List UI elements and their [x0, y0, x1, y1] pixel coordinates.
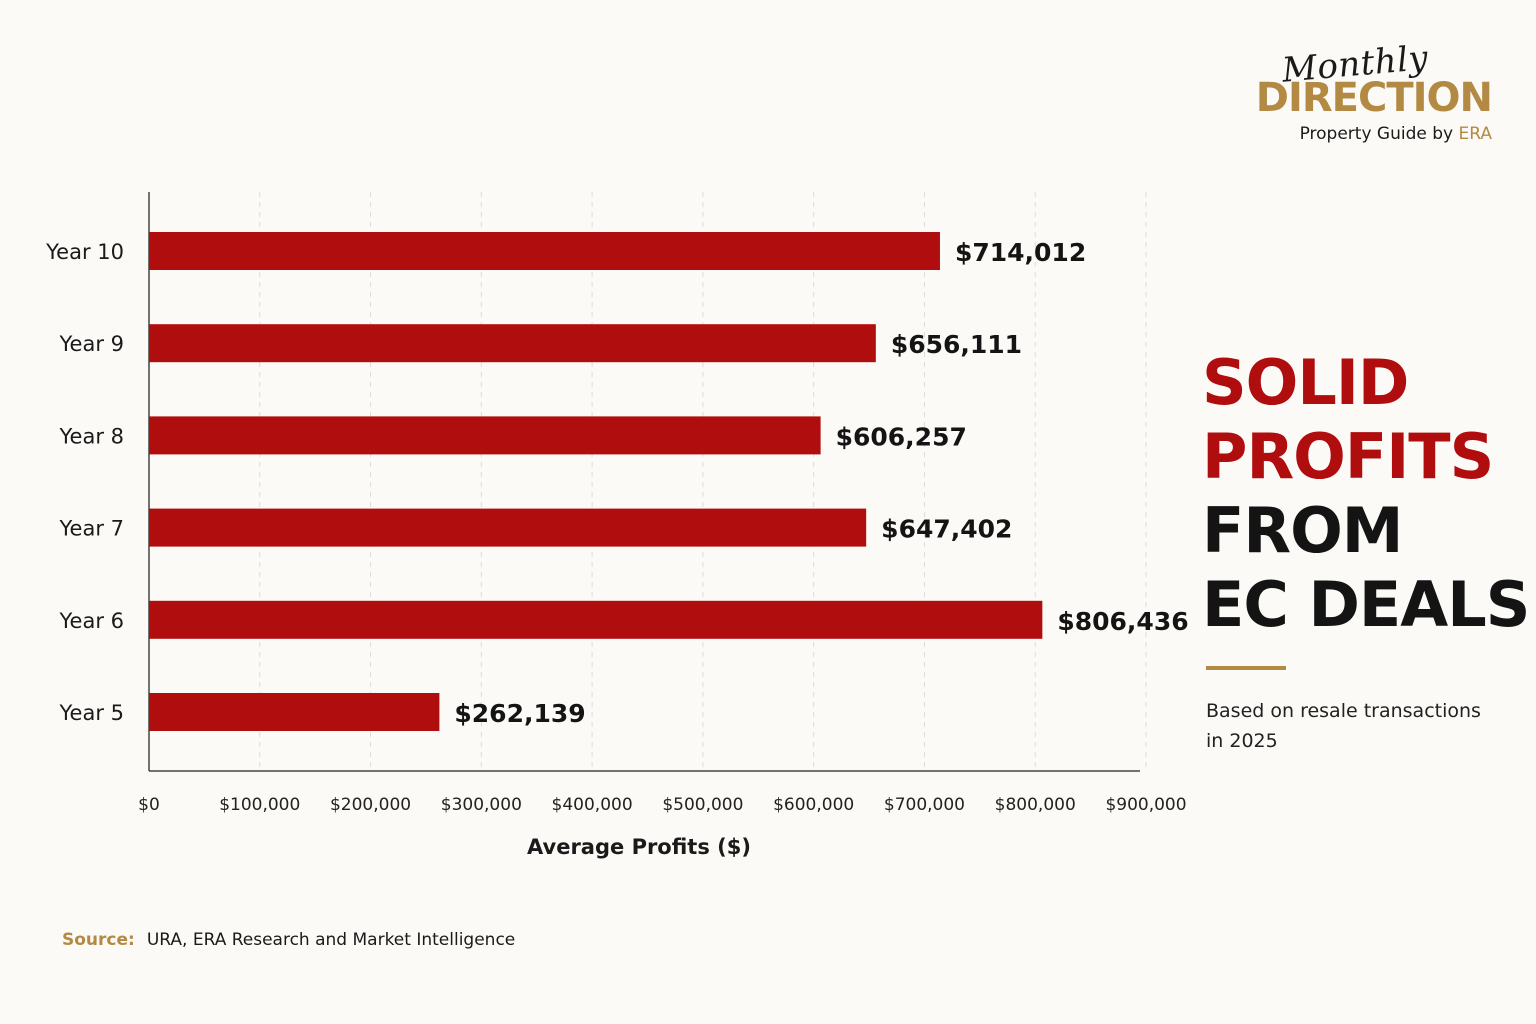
source-note: Source: URA, ERA Research and Market Inte…: [62, 930, 515, 950]
x-tick-label: $300,000: [441, 795, 522, 815]
bar: [149, 416, 821, 455]
y-category-label: Year 5: [59, 701, 125, 725]
x-tick-label: $500,000: [662, 795, 743, 815]
data-label: $656,111: [891, 330, 1022, 359]
headline-line-3: FROM: [1202, 494, 1404, 567]
headline: SOLID PROFITS FROM EC DEALS: [1202, 346, 1530, 642]
headline-line-1: SOLID: [1202, 346, 1409, 419]
grid-lines: [259, 192, 1147, 771]
bar: [149, 693, 440, 731]
logo-tagline-prefix: Property Guide by: [1299, 124, 1459, 144]
gold-divider: [1206, 666, 1286, 670]
logo-brand: DIRECTION: [1255, 75, 1493, 121]
x-tick-label: $900,000: [1105, 795, 1186, 815]
y-category-label: Year 8: [59, 424, 125, 448]
x-tick-label: $700,000: [884, 795, 965, 815]
logo-tagline: Property Guide by ERA: [1252, 124, 1492, 144]
x-tick-label: $0: [138, 795, 160, 815]
headline-line-2: PROFITS: [1202, 420, 1494, 493]
bars: [149, 232, 1043, 731]
labels: $0 $100,000 $200,000 $300,000 $400,000 $500,0…: [45, 238, 1188, 859]
chart-axes: [148, 192, 1140, 772]
y-category-label: Year 9: [59, 332, 125, 356]
y-category-label: Year 10: [45, 240, 124, 264]
data-label: $714,012: [955, 238, 1086, 267]
data-label: $647,402: [881, 515, 1012, 544]
x-axis-title: Average Profits ($): [527, 835, 751, 859]
x-tick-label: $600,000: [773, 795, 854, 815]
y-category-label: Year 6: [59, 609, 125, 633]
y-category-label: Year 7: [59, 517, 125, 541]
data-label: $262,139: [454, 699, 585, 728]
x-tick-label: $200,000: [330, 795, 411, 815]
headline-line-4: EC DEALS: [1202, 568, 1530, 641]
x-tick-label: $400,000: [552, 795, 633, 815]
monthly-direction-logo: Monthly DIRECTION Property Guide by ERA: [1252, 38, 1493, 144]
source-label: Source:: [62, 930, 135, 950]
bar: [149, 232, 940, 270]
x-tick-label: $100,000: [219, 795, 300, 815]
subtitle: Based on resale transactions in 2025: [1206, 700, 1481, 752]
bar: [149, 508, 867, 547]
bar: [149, 600, 1043, 639]
logo-tagline-brand: ERA: [1458, 124, 1493, 144]
data-label: $806,436: [1057, 607, 1188, 636]
data-label: $606,257: [836, 422, 967, 451]
source-text: URA, ERA Research and Market Intelligenc…: [146, 930, 516, 950]
x-tick-label: $800,000: [995, 795, 1076, 815]
bar: [149, 324, 876, 363]
